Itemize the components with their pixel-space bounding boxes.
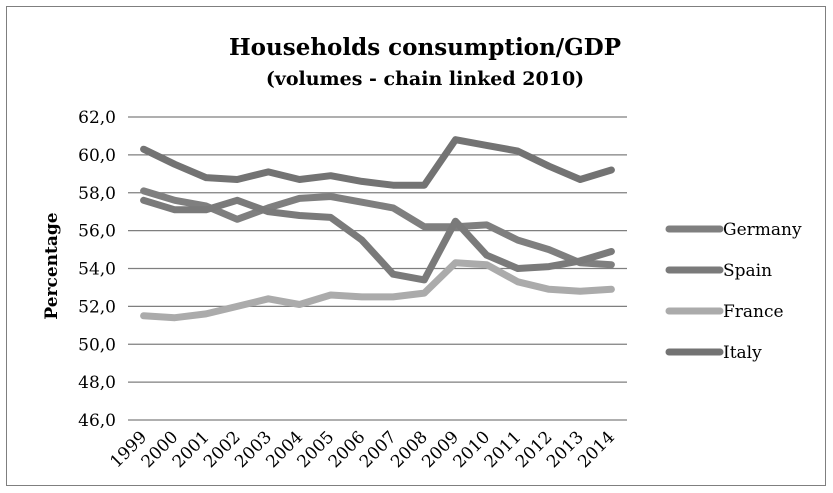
y-axis-title: Percentage (42, 212, 62, 319)
legend: Germany Spain France Italy (665, 220, 802, 363)
y-tick-label: 52,0 (78, 297, 116, 317)
y-axis-ticks: 46,0 48,0 50,0 52,0 54,0 56,0 58,0 60,0 62,0 (78, 108, 116, 431)
series-line-france (140, 259, 615, 322)
series-line-italy (140, 136, 615, 189)
y-tick-label: 54,0 (78, 260, 116, 280)
y-tick-label: 48,0 (78, 373, 116, 393)
series-lines (140, 136, 615, 322)
y-tick-label: 50,0 (78, 335, 116, 355)
y-tick-label: 46,0 (78, 411, 116, 431)
legend-label-spain: Spain (723, 261, 772, 281)
chart-title: Households consumption/GDP (229, 34, 621, 61)
chart-frame (6, 6, 826, 486)
legend-label-france: France (723, 302, 784, 322)
y-tick-label: 56,0 (78, 222, 116, 242)
y-tick-label: 62,0 (78, 108, 116, 128)
legend-label-germany: Germany (723, 220, 802, 240)
x-tick-label: 2014 (574, 427, 619, 472)
y-tick-label: 58,0 (78, 184, 116, 204)
series-line-germany (140, 187, 615, 269)
chart-subtitle: (volumes - chain linked 2010) (266, 68, 584, 90)
gridlines (128, 116, 627, 421)
legend-label-italy: Italy (723, 343, 762, 363)
y-tick-label: 60,0 (78, 146, 116, 166)
x-axis-ticks: 1999200020012002200320042005200620072008… (106, 427, 619, 472)
series-line-spain (140, 196, 615, 284)
